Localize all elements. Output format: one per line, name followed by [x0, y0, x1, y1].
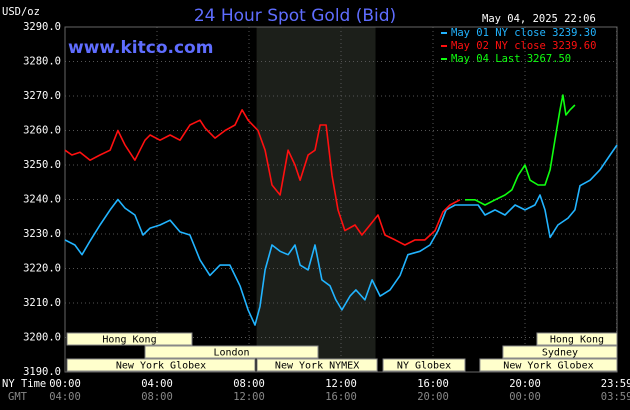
series-line: [64, 144, 618, 326]
legend-label: May 04 Last 3267.50: [451, 53, 571, 65]
session-box: [479, 358, 618, 372]
legend-label: May 02 NY close 3239.60: [451, 40, 596, 52]
x-tick-label: 00:00: [509, 391, 541, 403]
session-box: [144, 345, 319, 359]
x-row-label: GMT: [8, 391, 28, 403]
legend-label: May 01 NY close 3239.30: [451, 27, 596, 39]
series-line: [64, 109, 461, 246]
session-box: [502, 345, 618, 359]
x-tick-label: 04:00: [141, 378, 173, 390]
session-label: New York NYMEX: [275, 361, 359, 372]
x-tick-label: 16:00: [417, 378, 449, 390]
x-tick-label: 12:00: [325, 378, 357, 390]
session-box: [536, 332, 618, 346]
source: www.kitco.com: [68, 38, 213, 58]
y-tick-label: 3260.0: [23, 125, 61, 137]
series-line: [465, 94, 576, 206]
session-label: Sydney: [542, 348, 578, 359]
session-band: [256, 27, 376, 372]
y-tick-label: 3240.0: [23, 194, 61, 206]
x-tick-label: 23:59: [601, 378, 630, 390]
timestamp: May 04, 2025 22:06: [482, 13, 596, 25]
y-tick-label: 3250.0: [23, 159, 61, 171]
x-tick-label: 00:00: [49, 378, 81, 390]
session-box: [66, 332, 193, 346]
plot-frame: [64, 26, 618, 373]
session-label: New York Globex: [116, 361, 206, 372]
session-box: [382, 358, 466, 372]
y-tick-label: 3200.0: [23, 332, 61, 344]
x-tick-label: 08:00: [141, 391, 173, 403]
y-unit: USD/oz: [2, 6, 40, 18]
y-tick-label: 3290.0: [23, 21, 61, 33]
x-tick-label: 16:00: [325, 391, 357, 403]
session-label: New York Globex: [503, 361, 593, 372]
y-tick-label: 3190.0: [23, 366, 61, 378]
y-tick-label: 3280.0: [23, 56, 61, 68]
session-label: Hong Kong: [102, 335, 156, 346]
x-tick-label: 03:59: [601, 391, 630, 403]
x-tick-label: 12:00: [233, 391, 265, 403]
session-label: NY Globex: [397, 361, 451, 372]
session-label: London: [213, 348, 249, 359]
y-tick-label: 3220.0: [23, 263, 61, 275]
y-tick-label: 3230.0: [23, 228, 61, 240]
y-tick-label: 3270.0: [23, 90, 61, 102]
x-row-label: NY Time: [2, 378, 46, 390]
x-tick-label: 04:00: [49, 391, 81, 403]
session-label: Hong Kong: [550, 335, 604, 346]
x-tick-label: 20:00: [417, 391, 449, 403]
y-tick-label: 3210.0: [23, 297, 61, 309]
chart-title: 24 Hour Spot Gold (Bid): [194, 6, 396, 26]
session-box: [256, 358, 378, 372]
x-tick-label: 08:00: [233, 378, 265, 390]
session-box: [66, 358, 256, 372]
x-tick-label: 20:00: [509, 378, 541, 390]
